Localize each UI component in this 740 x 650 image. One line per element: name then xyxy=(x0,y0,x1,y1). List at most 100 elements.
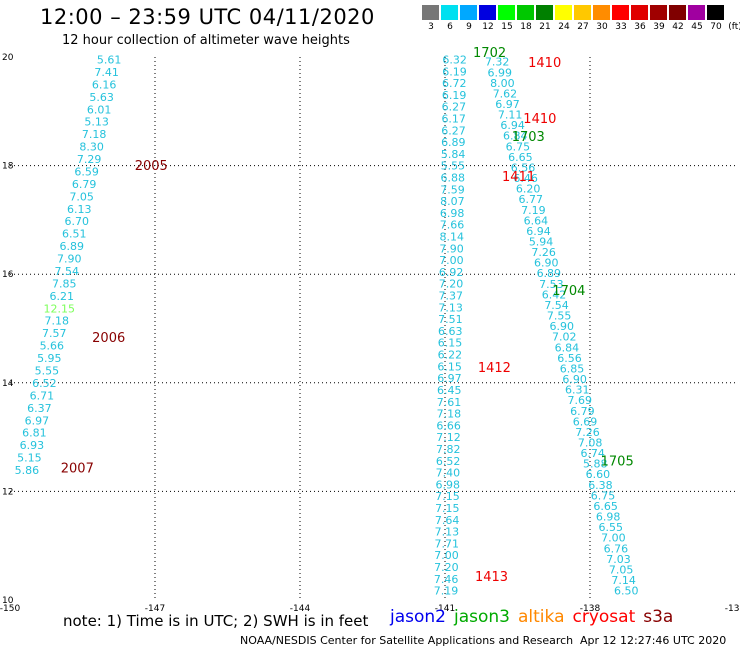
wave-height-value: 7.13 xyxy=(438,301,463,314)
wave-height-value: 6.37 xyxy=(27,402,52,415)
time-marker: 2006 xyxy=(92,331,125,346)
time-marker: 1410 xyxy=(523,112,556,127)
wave-height-value: 7.00 xyxy=(601,532,626,545)
wave-height-value: 6.15 xyxy=(437,360,462,373)
wave-height-value: 7.85 xyxy=(52,277,77,290)
scale-label: 36 xyxy=(634,22,646,32)
x-tick-label: -138 xyxy=(580,604,601,614)
wave-height-value: 7.46 xyxy=(434,573,459,586)
scale-label: (ft) xyxy=(728,22,740,32)
wave-height-value: 6.88 xyxy=(440,172,465,185)
wave-height-value: 7.40 xyxy=(436,467,461,480)
wave-height-value: 6.94 xyxy=(526,225,551,238)
time-marker: 1702 xyxy=(473,46,506,61)
scale-label: 3 xyxy=(428,22,434,32)
wave-height-value: 6.84 xyxy=(503,130,528,143)
wave-height-value: 7.53 xyxy=(539,278,564,291)
wave-height-value: 8.30 xyxy=(79,141,104,154)
scale-swatch xyxy=(460,5,477,20)
y-tick-label: 16 xyxy=(2,270,14,280)
scale-swatch xyxy=(669,5,686,20)
wave-height-value: 7.29 xyxy=(77,153,102,166)
wave-height-value: 6.45 xyxy=(437,384,462,397)
satellite-s3a: s3a xyxy=(643,607,674,627)
wave-height-value: 6.32 xyxy=(442,54,467,67)
wave-height-value: 5.55 xyxy=(441,160,466,173)
satellite-altika: altika xyxy=(518,607,565,627)
wave-height-value: 7.69 xyxy=(568,394,593,407)
wave-height-value: 7.26 xyxy=(531,246,556,259)
y-tick-label: 18 xyxy=(2,162,14,172)
wave-height-value: 6.89 xyxy=(537,267,562,280)
wave-height-value: 6.27 xyxy=(442,101,467,114)
scale-swatch xyxy=(631,5,648,20)
wave-height-value: 6.52 xyxy=(32,377,57,390)
wave-height-value: 6.97 xyxy=(437,372,462,385)
scale-label: 24 xyxy=(558,22,570,32)
wave-height-value: 7.82 xyxy=(436,443,461,456)
wave-height-value: 6.66 xyxy=(436,419,461,432)
x-tick-label: -150 xyxy=(0,604,20,614)
scale-swatch xyxy=(441,5,458,20)
wave-height-value: 7.59 xyxy=(440,183,465,196)
scale-swatch xyxy=(517,5,534,20)
wave-height-value: 7.54 xyxy=(544,299,569,312)
wave-height-value: 6.65 xyxy=(508,151,533,164)
wave-height-value: 6.92 xyxy=(439,266,464,279)
wave-height-value: 6.89 xyxy=(59,240,84,253)
wave-height-value: 5.15 xyxy=(17,452,42,465)
wave-height-value: 7.00 xyxy=(439,254,464,267)
wave-height-value: 6.42 xyxy=(542,288,567,301)
wave-height-value: 7.64 xyxy=(435,514,460,527)
x-tick-label: -147 xyxy=(145,604,165,614)
scale-label: 12 xyxy=(482,22,494,32)
wave-height-value: 7.05 xyxy=(69,190,94,203)
satellite-cryosat: cryosat xyxy=(572,607,636,627)
wave-height-value: 6.64 xyxy=(524,214,549,227)
wave-height-value: 7.15 xyxy=(435,502,460,515)
wave-height-value: 6.99 xyxy=(488,66,513,79)
time-marker: 2007 xyxy=(61,461,94,476)
wave-height-value: 6.79 xyxy=(570,405,595,418)
x-tick-label: -135 xyxy=(725,604,740,614)
wave-height-value: 6.75 xyxy=(506,140,531,153)
scale-swatch xyxy=(574,5,591,20)
wave-height-value: 5.94 xyxy=(529,236,554,249)
wave-height-value: 7.26 xyxy=(575,426,600,439)
wave-height-value: 6.74 xyxy=(580,447,605,460)
scale-label: 42 xyxy=(672,22,684,32)
scale-swatch xyxy=(593,5,610,20)
wave-height-value: 7.54 xyxy=(55,265,80,278)
wave-height-value: 6.20 xyxy=(516,183,541,196)
map-note: note: 1) Time is in UTC; 2) SWH is in fe… xyxy=(63,612,369,630)
time-marker: 1704 xyxy=(552,284,585,299)
wave-height-value: 7.19 xyxy=(434,585,459,598)
wave-height-value: 6.55 xyxy=(599,521,624,534)
wave-height-value: 7.05 xyxy=(609,563,634,576)
scale-label: 27 xyxy=(577,22,589,32)
wave-height-value: 7.71 xyxy=(434,537,459,550)
wave-height-value: 5.66 xyxy=(40,340,65,353)
wave-height-value: 6.50 xyxy=(614,585,639,598)
wave-height-value: 8.14 xyxy=(440,231,465,244)
wave-height-value: 12.15 xyxy=(44,302,76,315)
wave-height-value: 6.94 xyxy=(500,119,525,132)
wave-height-value: 6.19 xyxy=(442,65,467,78)
y-tick-label: 20 xyxy=(2,53,14,63)
scale-label: 9 xyxy=(466,22,472,32)
scale-swatch xyxy=(707,5,724,20)
time-marker: 1705 xyxy=(601,454,634,469)
wave-height-value: 6.70 xyxy=(64,215,89,228)
scale-label: 18 xyxy=(520,22,532,32)
wave-height-value: 6.56 xyxy=(557,352,582,365)
wave-height-value: 6.98 xyxy=(596,511,621,524)
wave-height-value: 6.76 xyxy=(604,542,629,555)
wave-height-value: 5.84 xyxy=(441,148,466,161)
wave-height-value: 5.95 xyxy=(37,352,62,365)
wave-height-value: 6.72 xyxy=(442,77,467,90)
wave-height-value: 6.90 xyxy=(549,320,574,333)
wave-height-value: 7.51 xyxy=(438,313,463,326)
wave-height-value: 6.51 xyxy=(62,228,87,241)
wave-height-value: 7.15 xyxy=(435,490,460,503)
